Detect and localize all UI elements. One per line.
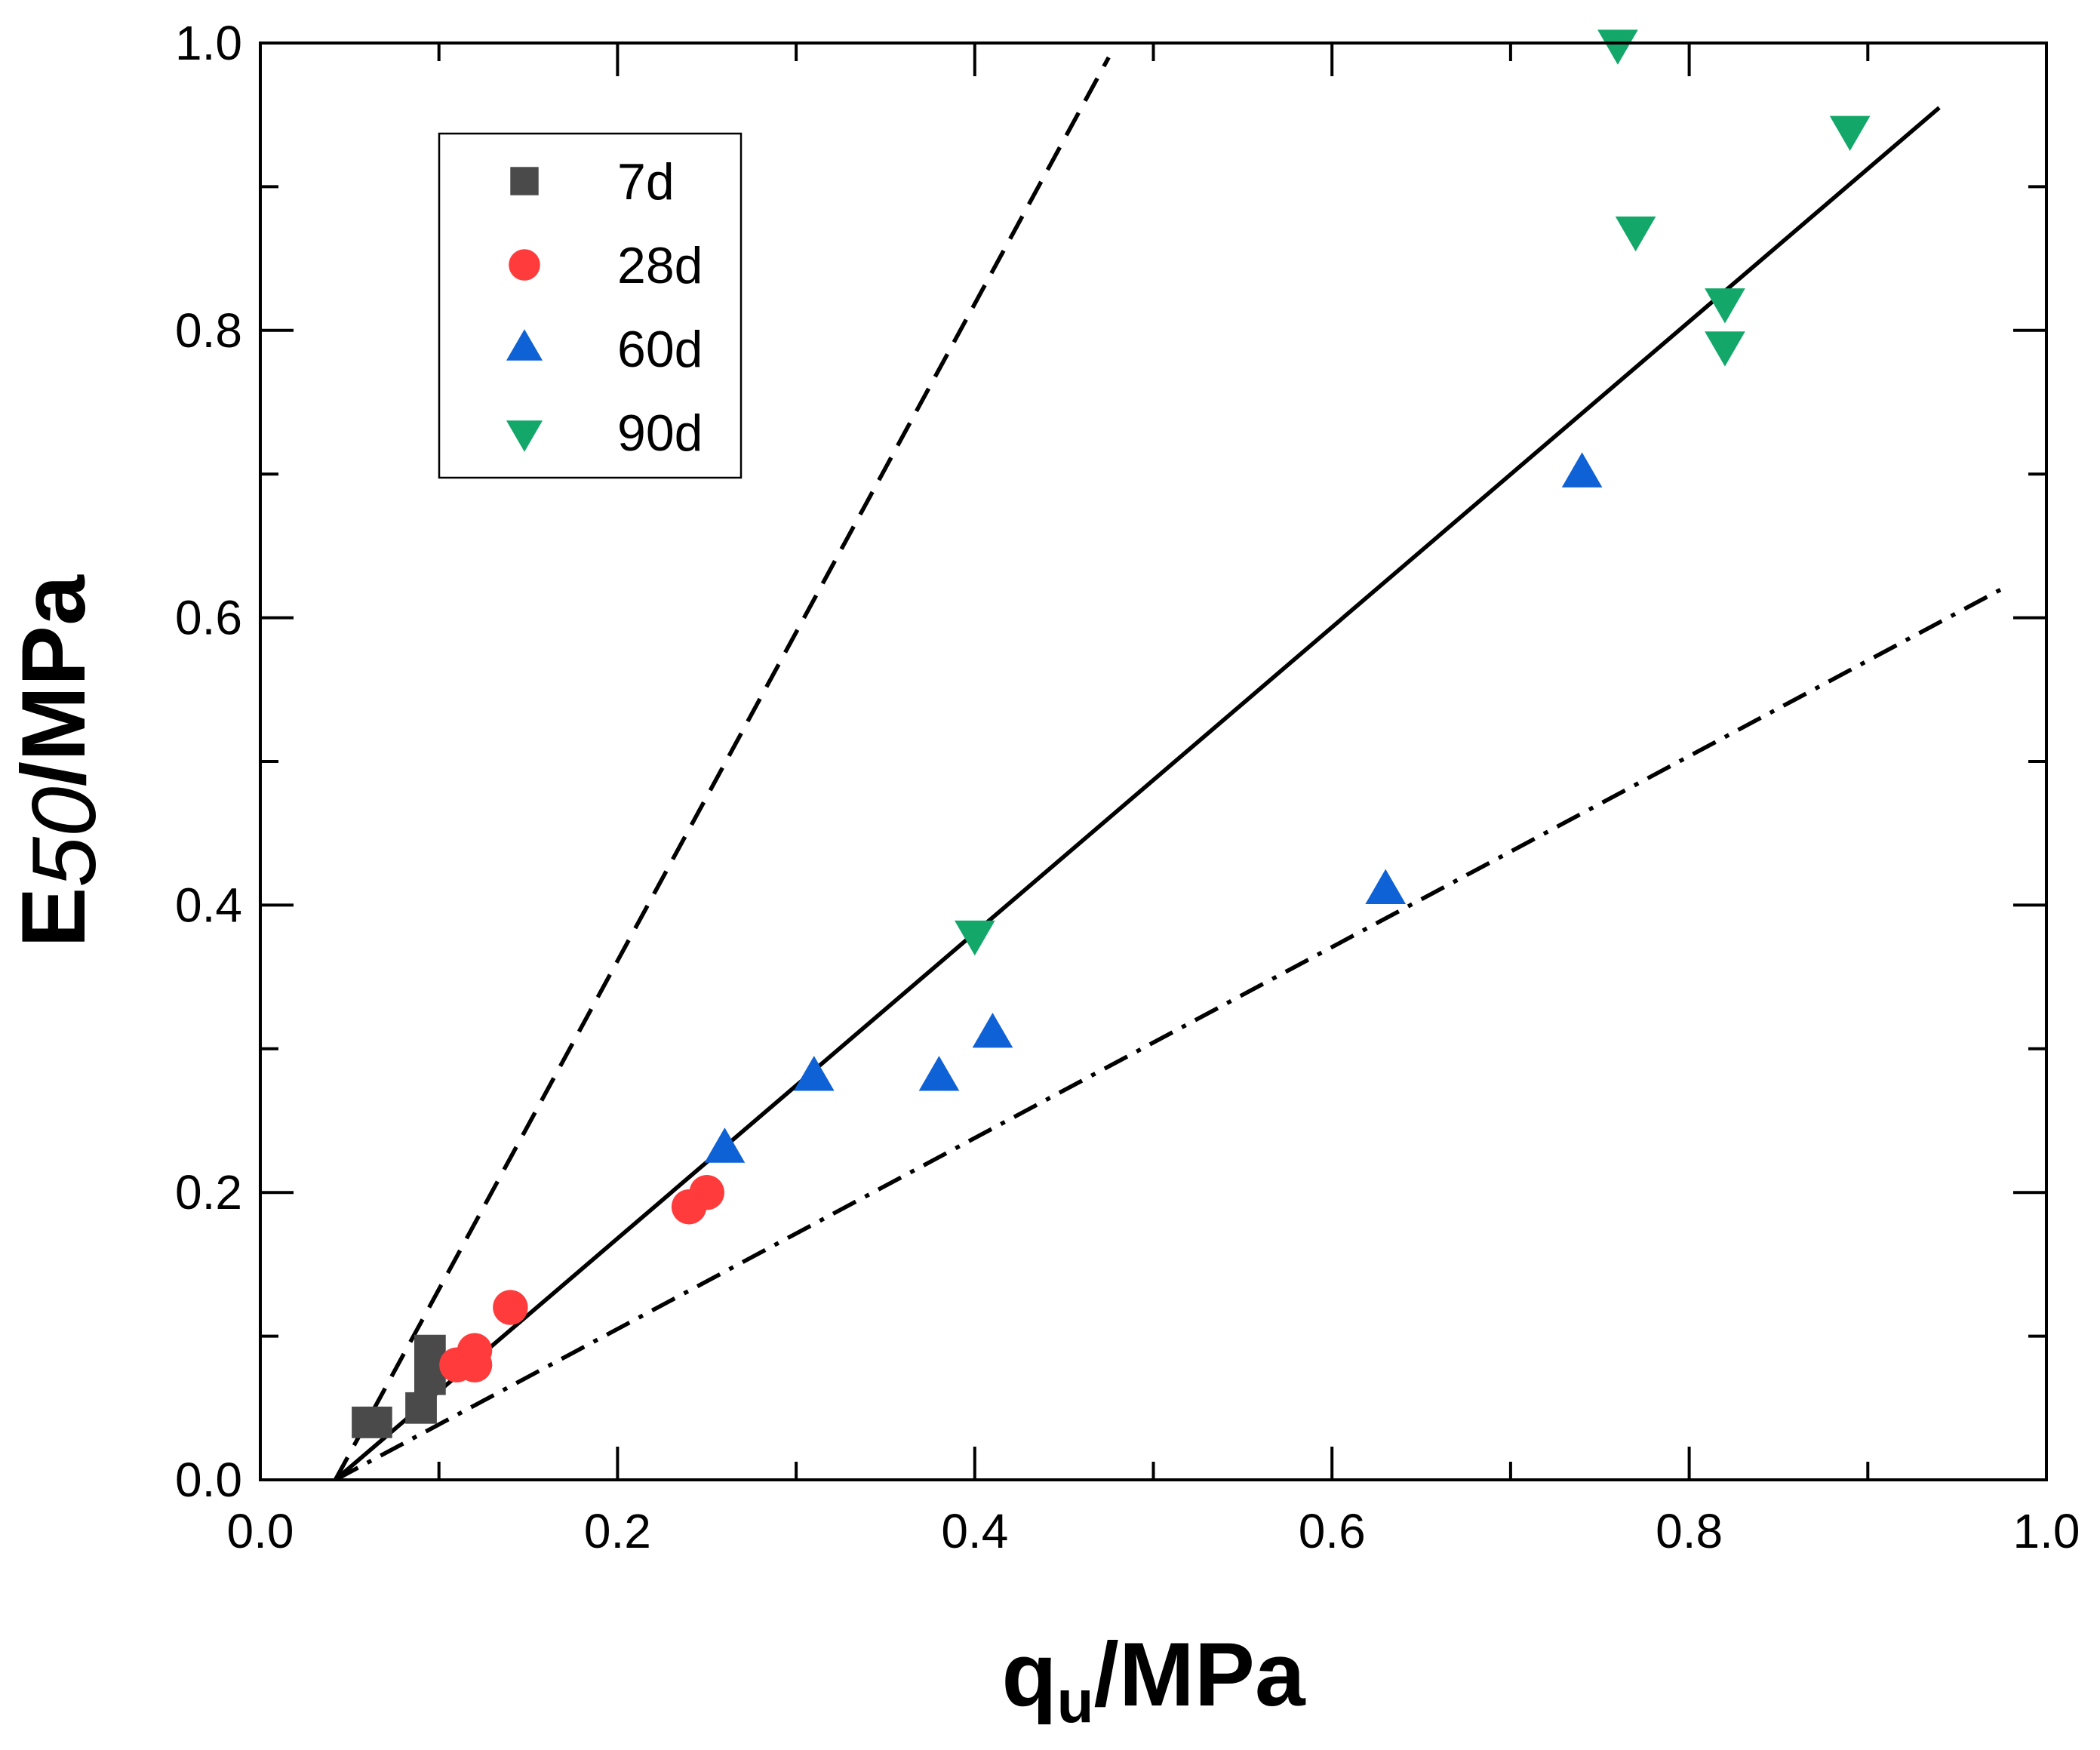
y-tick-label: 0.0 [175, 1453, 242, 1507]
x-tick-label: 0.6 [1299, 1504, 1366, 1558]
x-tick-label: 0.4 [941, 1504, 1008, 1558]
y-tick-label: 0.6 [175, 591, 242, 645]
point-28d [457, 1333, 493, 1368]
reference-lines [333, 56, 2003, 1480]
point-28d [689, 1175, 724, 1210]
legend-label-28d: 28d [617, 237, 703, 294]
axis-ticks [259, 42, 2048, 1481]
point-7d [405, 1392, 437, 1424]
y-tick-label: 0.2 [175, 1165, 242, 1219]
point-90d [1829, 115, 1871, 152]
legend-item-90d: 90d [506, 404, 703, 462]
series-7d [352, 1334, 446, 1438]
point-60d [972, 1012, 1013, 1048]
legend: 7d 28d 60d 90d [438, 132, 743, 479]
y-tick-label: 1.0 [175, 16, 242, 70]
legend-marker-28d [509, 249, 540, 281]
series-90d [954, 29, 1871, 956]
reference-line-upper-bound [333, 56, 1111, 1480]
legend-item-60d: 60d [506, 321, 703, 378]
point-90d [1705, 331, 1745, 367]
legend-label-60d: 60d [617, 321, 703, 378]
x-axis-title-sub: u [1057, 1668, 1094, 1735]
series-28d [439, 1175, 724, 1382]
reference-line-lower-bound [334, 587, 2003, 1480]
y-axis-title-sub: 50 [14, 786, 115, 887]
reference-line-fit [334, 106, 1941, 1480]
x-axis-title-main: q [1001, 1624, 1056, 1725]
point-28d [493, 1290, 528, 1325]
y-tick-label: 0.4 [175, 878, 242, 932]
point-90d [1705, 288, 1745, 324]
x-axis-title-unit: /MPa [1094, 1624, 1306, 1725]
data-points [352, 29, 1871, 1438]
point-60d [1561, 452, 1603, 487]
x-tick-label: 1.0 [2013, 1504, 2080, 1558]
point-90d [1615, 216, 1656, 252]
legend-marker-7d [510, 167, 539, 195]
legend-label-7d: 7d [617, 153, 675, 211]
x-tick-label: 0.8 [1656, 1504, 1723, 1558]
legend-item-7d: 7d [510, 153, 675, 211]
y-axis-title-unit: /MPa [3, 574, 104, 786]
legend-item-28d: 28d [509, 237, 703, 294]
tick-labels: 0.0 0.2 0.4 0.6 0.8 1.0 0.0 0.2 0.4 0.6 0.8 1.0 [175, 16, 2080, 1558]
y-axis-title: E50/MPa [3, 574, 115, 948]
series-60d [704, 452, 1603, 1163]
point-60d [793, 1056, 835, 1091]
legend-label-90d: 90d [617, 404, 703, 462]
y-axis-title-main: E [3, 887, 104, 948]
point-90d [1597, 29, 1638, 65]
point-90d [954, 920, 995, 956]
legend-box [438, 132, 743, 479]
legend-marker-60d [506, 329, 543, 361]
point-7d [360, 1406, 392, 1438]
y-tick-label: 0.8 [175, 303, 242, 358]
point-60d [704, 1127, 746, 1163]
x-axis-title: qu/MPa [1001, 1624, 1306, 1735]
x-tick-label: 0.2 [584, 1504, 651, 1558]
point-60d [1365, 869, 1407, 904]
x-tick-label: 0.0 [227, 1504, 294, 1558]
legend-marker-90d [506, 420, 543, 452]
point-60d [918, 1056, 960, 1091]
